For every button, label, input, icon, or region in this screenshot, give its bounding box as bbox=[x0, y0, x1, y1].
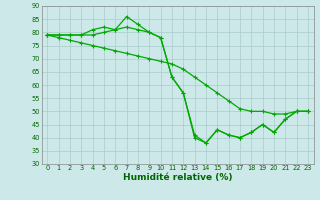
X-axis label: Humidité relative (%): Humidité relative (%) bbox=[123, 173, 232, 182]
